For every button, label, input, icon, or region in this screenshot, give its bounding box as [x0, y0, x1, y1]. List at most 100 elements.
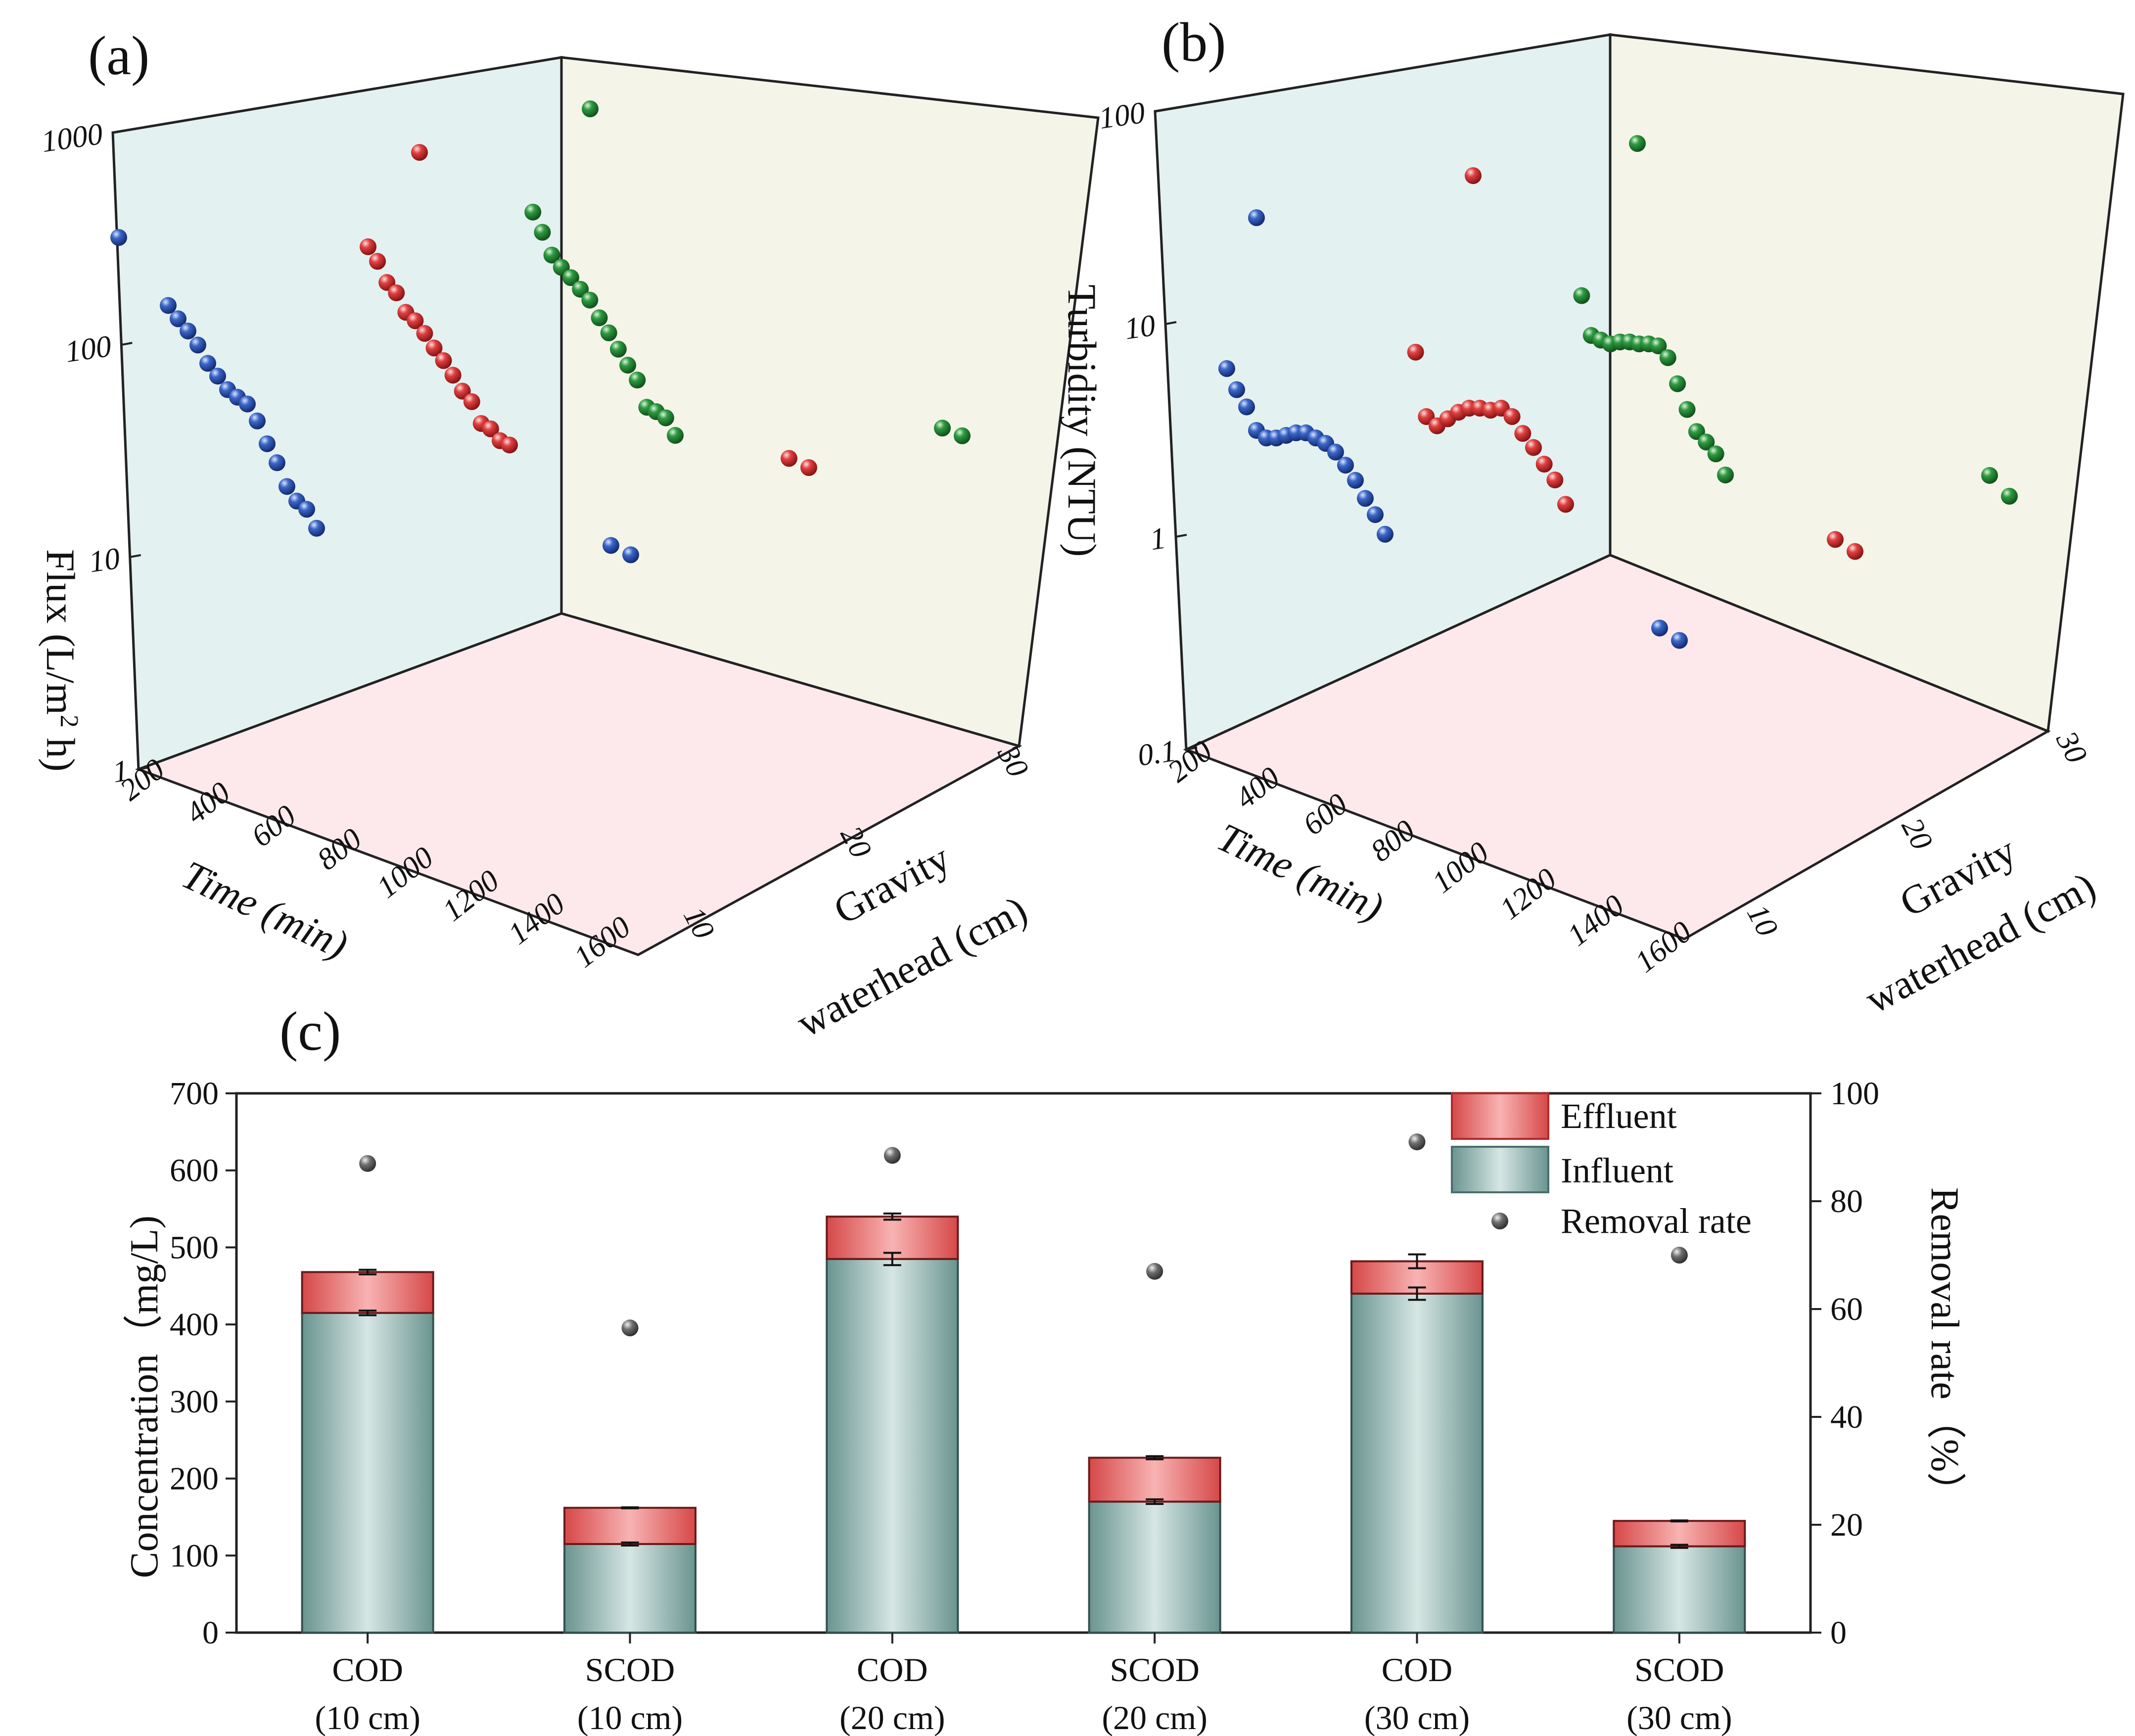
category-label-line2: (10 cm): [315, 1699, 420, 1736]
point-10cm-14: [1347, 471, 1364, 489]
legend-influent-label: Influent: [1561, 1151, 1673, 1190]
influent-bar-1: [563, 1543, 696, 1634]
influent-bar-3: [1088, 1501, 1221, 1634]
point-30cm-9: [600, 324, 617, 341]
effluent-bar-5: [1613, 1520, 1746, 1548]
point-30cm-5: [562, 269, 579, 286]
point-30cm-15: [657, 409, 674, 426]
point-20cm-12: [463, 393, 480, 410]
panel-b-points: [1218, 135, 2018, 649]
point-30cm-6: [572, 281, 589, 298]
red-projection-0: [781, 450, 797, 467]
effluent-bar-0: [301, 1271, 434, 1314]
legend-removal-label: Removal rate: [1561, 1201, 1752, 1241]
red-projection-1: [1847, 543, 1863, 560]
point-10cm-10: [249, 412, 266, 429]
red-projection-1: [800, 459, 817, 476]
point-30cm-11: [619, 357, 637, 374]
removal-rate-point-1: [621, 1319, 639, 1337]
point-20cm-12: [1525, 439, 1542, 456]
point-30cm-12: [629, 372, 646, 389]
point-20cm-9: [435, 352, 452, 369]
point-10cm-12: [1327, 443, 1344, 461]
legend-effluent-swatch: [1451, 1092, 1549, 1140]
panel-b-x-axis-title: Time (min): [1210, 814, 1390, 930]
z-tick-label: 100: [63, 329, 114, 369]
influent-bar-4: [1350, 1292, 1484, 1634]
point-10cm-1: [160, 297, 177, 314]
removal-rate-point-2: [883, 1147, 901, 1164]
point-20cm-1: [360, 238, 377, 255]
right-tick-label: 0: [1830, 1615, 1847, 1651]
point-20cm-15: [1557, 496, 1574, 513]
category-label-line1: COD: [857, 1651, 928, 1689]
point-10cm-2: [1228, 381, 1245, 398]
green-projection-0: [934, 420, 951, 437]
right-tick-label: 60: [1830, 1291, 1863, 1327]
panel-c-bars: [301, 1133, 1746, 1634]
influent-bar-2: [826, 1258, 959, 1634]
left-tick-label: 0: [202, 1615, 219, 1651]
point-10cm-3: [1238, 398, 1255, 416]
point-10cm-16: [308, 519, 325, 537]
point-20cm-11: [1514, 424, 1532, 442]
point-10cm-15: [298, 501, 315, 518]
point-10cm-0: [1248, 209, 1265, 226]
z-tick-mark: [1155, 108, 1166, 112]
point-20cm-0: [411, 144, 428, 161]
point-10cm-16: [1367, 506, 1384, 523]
z-tick-label: 0.1: [1136, 734, 1178, 773]
panel-c-left-ticks: 0 100 200 300 400 500 600 700: [170, 1076, 236, 1651]
point-10cm-4: [189, 336, 206, 354]
point-20cm-10: [444, 367, 462, 384]
point-30cm-0: [582, 100, 599, 117]
left-tick-label: 100: [170, 1538, 219, 1574]
point-10cm-6: [209, 368, 226, 385]
point-30cm-10: [1659, 349, 1676, 366]
point-10cm-12: [269, 454, 285, 471]
point-30cm-1: [524, 203, 542, 221]
blue-projection-1: [1671, 632, 1688, 649]
removal-rate-point-5: [1671, 1247, 1688, 1264]
z-tick-mark: [121, 342, 133, 346]
z-tick-label: 10: [1122, 309, 1158, 346]
y-tick-label: 10: [1740, 899, 1784, 942]
panel-a-points: [110, 100, 971, 563]
panel-a-floor: [135, 612, 1022, 956]
legend-effluent-label: Effluent: [1561, 1096, 1677, 1136]
point-20cm-4: [388, 284, 405, 301]
removal-rate-point-4: [1408, 1133, 1426, 1151]
legend-removal-marker: [1491, 1213, 1508, 1229]
point-30cm-0: [1629, 135, 1646, 152]
green-projection-1: [2001, 488, 2018, 505]
point-20cm-1: [1407, 343, 1424, 361]
point-30cm-15: [1707, 445, 1724, 463]
point-10cm-9: [239, 395, 256, 413]
category-label-line2: (30 cm): [1626, 1699, 1732, 1736]
point-30cm-7: [581, 291, 599, 309]
point-20cm-2: [369, 253, 386, 270]
y-tick-label: 30: [2049, 725, 2094, 769]
z-tick-mark: [1186, 747, 1198, 751]
z-tick-mark: [1165, 321, 1177, 325]
point-10cm-11: [259, 435, 276, 452]
category-label-line1: SCOD: [1110, 1651, 1199, 1689]
z-tick-mark: [130, 554, 141, 558]
point-30cm-10: [609, 340, 627, 358]
point-10cm-5: [199, 355, 216, 372]
panel-b-floor: [1183, 554, 2051, 940]
removal-rate-point-0: [359, 1155, 376, 1172]
right-tick-label: 100: [1830, 1076, 1879, 1112]
point-30cm-1: [1573, 287, 1590, 304]
influent-bar-0: [301, 1312, 434, 1634]
removal-rate-point-3: [1146, 1263, 1163, 1280]
panel-b-z-ticks: 100 10 1 0.1: [1097, 96, 1198, 773]
panel-c-categories: COD (10 cm) SCOD (10 cm) COD (20 cm) SCOD (20 c…: [315, 1633, 1732, 1736]
category-label-line1: SCOD: [585, 1651, 675, 1689]
point-20cm-7: [416, 325, 433, 342]
point-10cm-13: [1337, 457, 1354, 474]
red-projection-0: [1827, 531, 1844, 548]
category-label-line2: (30 cm): [1364, 1699, 1470, 1736]
